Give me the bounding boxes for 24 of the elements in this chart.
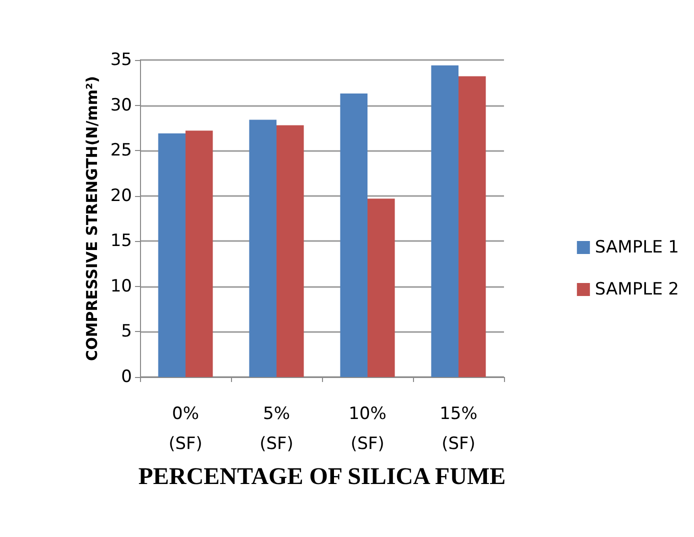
x-axis-title: PERCENTAGE OF SILICA FUME bbox=[138, 464, 506, 490]
bar bbox=[158, 133, 186, 377]
y-tick-label: 25 bbox=[110, 140, 132, 161]
bar bbox=[276, 125, 304, 377]
x-tick-label: 5% (SF) bbox=[260, 404, 294, 454]
legend-label: SAMPLE 1 bbox=[594, 238, 680, 258]
y-axis-title: COMPRESSIVE STRENGTH(N/mm²) bbox=[82, 76, 101, 361]
x-tick-label: 10% (SF) bbox=[348, 404, 386, 454]
y-tick-label: 20 bbox=[110, 186, 132, 206]
x-tick-label: 15% (SF) bbox=[440, 404, 478, 454]
bar bbox=[458, 76, 486, 377]
y-tick-label: 15 bbox=[110, 231, 132, 252]
bar bbox=[340, 94, 368, 377]
y-tick-label: 0 bbox=[121, 367, 132, 387]
bar bbox=[186, 130, 213, 377]
y-tick-label: 5 bbox=[121, 322, 132, 342]
y-tick-label: 30 bbox=[110, 95, 132, 116]
y-tick-label: 35 bbox=[110, 50, 132, 70]
x-tick-label: 0% (SF) bbox=[168, 404, 202, 454]
bar bbox=[431, 65, 458, 377]
y-tick-label: 10 bbox=[110, 276, 132, 296]
legend-label: SAMPLE 2 bbox=[594, 280, 680, 300]
bar bbox=[368, 198, 395, 377]
bar bbox=[249, 120, 276, 377]
